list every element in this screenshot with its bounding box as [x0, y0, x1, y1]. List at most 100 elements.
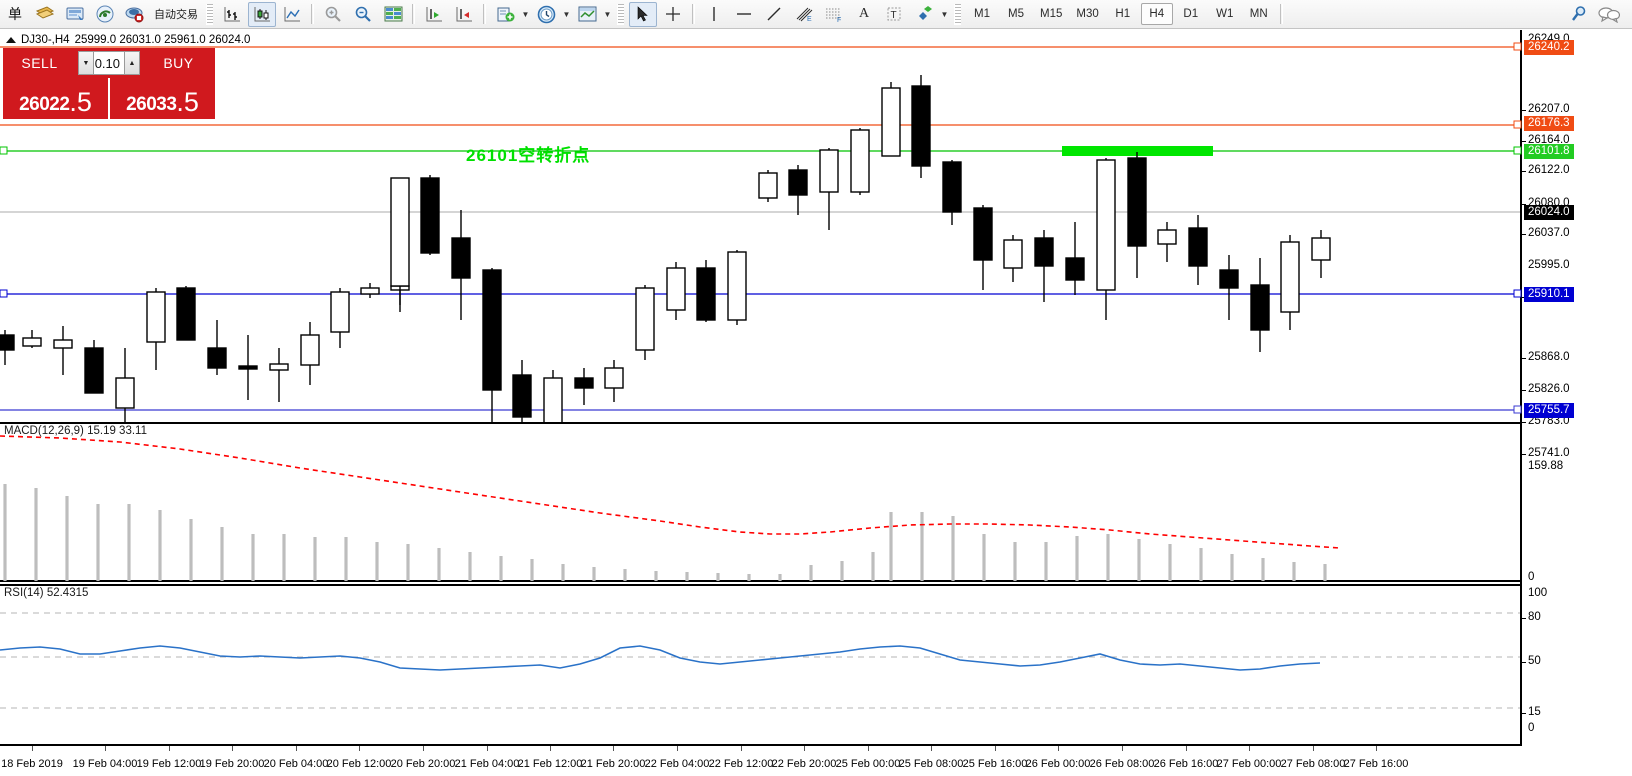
shapes-icon[interactable] — [910, 2, 938, 27]
cursor-icon[interactable] — [629, 1, 657, 27]
new-order-icon[interactable]: 单 — [8, 6, 22, 22]
shapes-caret-icon[interactable]: ▼ — [940, 9, 949, 19]
buy-price[interactable]: 26033 .5 — [110, 78, 215, 119]
data-window-icon[interactable] — [379, 2, 407, 27]
candle — [330, 288, 350, 348]
candlestick-chart-icon[interactable] — [248, 1, 276, 27]
chart-shift-icon[interactable] — [450, 2, 478, 27]
rsi-pane[interactable]: RSI(14) 52.4315 — [0, 584, 1520, 746]
rsi-canvas — [0, 612, 1520, 709]
auto-scroll-icon[interactable] — [420, 2, 448, 27]
equidistant-channel-icon[interactable]: E — [790, 2, 818, 27]
time-tick — [931, 746, 932, 751]
oct-price-row: 26022 .5 26033 .5 — [3, 78, 215, 119]
timeframe-d1[interactable]: D1 — [1183, 8, 1199, 20]
time-axis-label: 26 Feb 08:00 — [1089, 758, 1155, 770]
time-axis-label: 20 Feb 12:00 — [326, 758, 392, 770]
zoom-in-icon[interactable] — [319, 2, 347, 27]
candlestick-series — [0, 75, 1331, 445]
price-chip-support-lower[interactable]: 25755.7 — [1524, 403, 1574, 418]
horizontal-line-icon[interactable] — [730, 2, 758, 27]
buy-button[interactable]: BUY — [142, 48, 215, 78]
toolbar-grip-3[interactable] — [954, 3, 961, 25]
price-chip-resistance-lower[interactable]: 26176.3 — [1524, 116, 1574, 131]
macd-pane[interactable]: MACD(12,26,9) 15.19 33.11 — [0, 422, 1520, 582]
price-axis-label: 25741.0 — [1528, 447, 1570, 459]
candle — [696, 260, 716, 322]
period-icon[interactable] — [532, 2, 560, 27]
templates-caret-icon[interactable]: ▼ — [603, 9, 612, 19]
time-tick — [423, 746, 424, 751]
candle — [1250, 258, 1270, 352]
time-axis-label: 27 Feb 08:00 — [1280, 758, 1346, 770]
signal-icon[interactable] — [91, 2, 119, 27]
oct-top-row: SELL ▼ 0.10 ▲ BUY — [3, 48, 215, 78]
time-tick — [105, 746, 106, 751]
add-indicator-icon[interactable] — [491, 2, 519, 27]
trendline-icon[interactable] — [760, 2, 788, 27]
collapse-triangle-icon[interactable] — [6, 37, 16, 43]
toolbar-grip-2[interactable] — [617, 3, 624, 25]
candle — [1003, 235, 1023, 282]
candle — [758, 170, 778, 202]
price-chip-support-upper[interactable]: 25910.1 — [1524, 287, 1574, 302]
rsi-axis-label-80: 80 — [1528, 611, 1541, 623]
candle — [574, 368, 594, 405]
toolbar-separator-3 — [483, 4, 486, 24]
time-axis-label: 25 Feb 16:00 — [962, 758, 1028, 770]
timeframe-mn[interactable]: MN — [1249, 8, 1268, 20]
chat-icon[interactable] — [1595, 2, 1623, 27]
autotrading-label[interactable]: 自动交易 — [154, 9, 198, 21]
timeframe-m30[interactable]: M30 — [1076, 8, 1099, 20]
chart-area[interactable]: DJ30-,H4 25999.0 26031.0 25961.0 26024.0… — [0, 30, 1632, 776]
sell-button[interactable]: SELL — [3, 48, 76, 78]
volume-increment-button[interactable]: ▲ — [124, 51, 140, 75]
volume-field[interactable]: ▼ 0.10 ▲ — [76, 48, 142, 78]
zoom-out-icon[interactable] — [349, 2, 377, 27]
crosshair-icon[interactable] — [659, 2, 687, 27]
one-click-trading-panel[interactable]: SELL ▼ 0.10 ▲ BUY 26022 .5 26033 .5 — [3, 48, 215, 119]
time-tick — [613, 746, 614, 751]
wallet-icon[interactable] — [31, 2, 59, 27]
sell-price-integer: 26022 — [19, 94, 70, 115]
price-axis-tick — [1522, 358, 1526, 359]
chart-annotation-label[interactable]: 26101空转折点 — [466, 146, 591, 165]
time-tick — [1186, 746, 1187, 751]
time-axis-label: 20 Feb 20:00 — [390, 758, 456, 770]
price-axis-tick — [1522, 454, 1526, 455]
text-label-icon[interactable]: T — [880, 2, 908, 27]
sell-price[interactable]: 26022 .5 — [3, 78, 108, 119]
toolbar-right-group — [1564, 2, 1632, 27]
vertical-line-icon[interactable] — [700, 2, 728, 27]
time-axis-label: 22 Feb 12:00 — [708, 758, 774, 770]
volume-input[interactable]: 0.10 — [94, 51, 124, 75]
terminal-icon[interactable] — [61, 2, 89, 27]
bar-chart-icon[interactable] — [218, 2, 246, 27]
templates-icon[interactable] — [573, 2, 601, 27]
timeframe-m1[interactable]: M1 — [974, 8, 990, 20]
time-axis-label: 18 Feb 2019 — [1, 758, 63, 770]
search-icon[interactable] — [1565, 2, 1593, 27]
green-zone-rect — [1062, 146, 1213, 156]
timeframe-m5[interactable]: M5 — [1008, 8, 1024, 20]
rsi-line — [0, 645, 1321, 671]
time-axis[interactable]: 18 Feb 2019 19 Feb 04:00 19 Feb 12:00 19… — [0, 746, 1520, 776]
text-icon[interactable]: A — [858, 6, 870, 21]
candle — [53, 326, 73, 375]
line-chart-icon[interactable] — [278, 2, 306, 27]
price-chip-pivot-green[interactable]: 26101.8 — [1524, 144, 1574, 159]
volume-decrement-button[interactable]: ▼ — [78, 51, 94, 75]
market-icon[interactable] — [121, 2, 149, 27]
fibonacci-icon[interactable]: F — [820, 2, 848, 27]
timeframe-h1[interactable]: H1 — [1115, 8, 1131, 20]
period-caret-icon[interactable]: ▼ — [562, 9, 571, 19]
toolbar-grip-1[interactable] — [206, 3, 213, 25]
timeframe-m15[interactable]: M15 — [1040, 8, 1063, 20]
axis-corner — [1520, 746, 1632, 776]
timeframe-h4[interactable]: H4 — [1140, 3, 1173, 25]
add-indicator-caret-icon[interactable]: ▼ — [521, 9, 530, 19]
price-axis[interactable]: 26249.0 26207.0 26164.0 26122.0 26080.0 … — [1520, 30, 1632, 776]
timeframe-w1[interactable]: W1 — [1216, 8, 1234, 20]
price-axis-label: 26122.0 — [1528, 164, 1570, 176]
price-chip-resistance-upper[interactable]: 26240.2 — [1524, 40, 1574, 55]
